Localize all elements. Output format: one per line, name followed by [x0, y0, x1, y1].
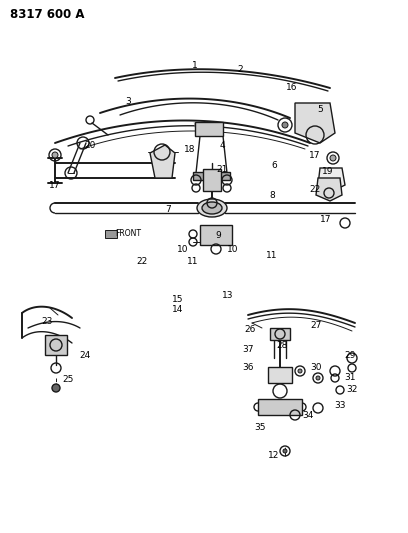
Text: 6: 6 [271, 160, 277, 169]
Text: 24: 24 [80, 351, 91, 359]
Bar [105, 230, 117, 238]
Text: 17: 17 [309, 150, 321, 159]
Bar [268, 367, 292, 383]
Text: 10: 10 [177, 246, 189, 254]
Circle shape [52, 384, 60, 392]
Circle shape [316, 376, 320, 380]
Text: 18: 18 [184, 146, 196, 155]
Text: 14: 14 [172, 305, 184, 314]
Ellipse shape [197, 199, 227, 217]
Text: 8: 8 [269, 191, 275, 200]
Text: 8317 600 A: 8317 600 A [10, 9, 84, 21]
Circle shape [330, 155, 336, 161]
Text: 22: 22 [136, 256, 148, 265]
Text: 4: 4 [219, 141, 225, 150]
Text: 27: 27 [310, 320, 322, 329]
Text: 33: 33 [334, 400, 346, 409]
Text: 32: 32 [346, 385, 358, 394]
Text: 16: 16 [286, 84, 298, 93]
Text: 37: 37 [242, 345, 254, 354]
Text: 30: 30 [310, 364, 322, 373]
Circle shape [283, 449, 287, 453]
Ellipse shape [202, 202, 222, 214]
Bar [193, 172, 230, 180]
Text: 1: 1 [192, 61, 198, 69]
Polygon shape [318, 168, 345, 191]
Text: 22: 22 [309, 185, 321, 195]
Text: 35: 35 [254, 424, 266, 432]
Text: FRONT: FRONT [115, 230, 141, 238]
Polygon shape [316, 178, 342, 201]
Text: 25: 25 [62, 376, 74, 384]
Text: 17: 17 [49, 181, 61, 190]
Circle shape [298, 369, 302, 373]
Text: 12: 12 [268, 450, 280, 459]
Bar [258, 399, 302, 415]
Text: 29: 29 [344, 351, 356, 359]
Text: 17: 17 [320, 215, 332, 224]
Bar [200, 225, 232, 245]
Bar [195, 122, 223, 136]
Text: 3: 3 [125, 96, 131, 106]
Bar [45, 335, 67, 355]
Text: 28: 28 [276, 341, 288, 350]
Text: 23: 23 [41, 317, 53, 326]
Text: 11: 11 [266, 252, 278, 261]
Text: 10: 10 [227, 246, 239, 254]
Circle shape [282, 122, 288, 128]
Text: 34: 34 [302, 410, 314, 419]
Text: 36: 36 [242, 364, 254, 373]
Bar [270, 328, 290, 340]
Bar [203, 169, 221, 191]
Text: 31: 31 [344, 374, 356, 383]
Text: 19: 19 [322, 166, 334, 175]
Text: 26: 26 [244, 326, 256, 335]
Polygon shape [295, 103, 335, 143]
Text: 13: 13 [222, 290, 234, 300]
Text: 15: 15 [172, 295, 184, 304]
Text: 9: 9 [215, 230, 221, 239]
Text: 5: 5 [317, 106, 323, 115]
Text: 20: 20 [84, 141, 96, 150]
Text: 7: 7 [165, 206, 171, 214]
Text: 21: 21 [216, 166, 228, 174]
Polygon shape [150, 145, 175, 178]
Circle shape [52, 152, 58, 158]
Text: 2: 2 [237, 66, 243, 75]
Text: 11: 11 [187, 256, 199, 265]
